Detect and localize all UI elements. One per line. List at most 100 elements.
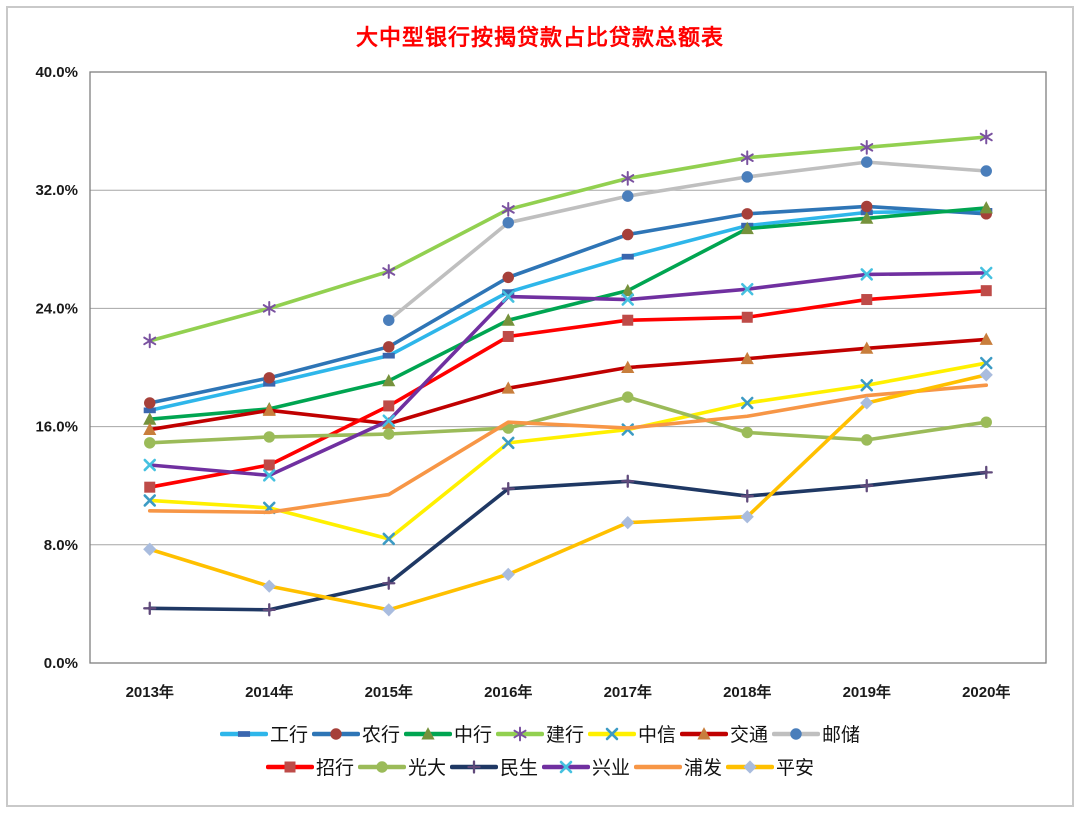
diamond-marker: [979, 368, 993, 382]
series-line: [147, 204, 989, 405]
square-marker: [741, 311, 753, 323]
legend-swatch: [311, 727, 360, 740]
y-axis-tick-label: 40.0%: [35, 64, 78, 81]
circle-marker: [980, 416, 992, 428]
triangle-marker: [501, 381, 515, 394]
dash-marker: [621, 253, 634, 260]
y-axis-tick-label: 0.0%: [44, 655, 78, 672]
circle-marker: [741, 171, 753, 183]
series-line: [147, 288, 989, 489]
asterisk-marker: [979, 129, 993, 145]
triangle-marker: [621, 283, 635, 297]
series-line: [147, 395, 989, 445]
diamond-marker: [262, 579, 276, 593]
circle-marker: [861, 156, 873, 168]
plus-marker: [467, 759, 481, 774]
diamond-marker: [501, 567, 515, 581]
asterisk-marker: [860, 139, 874, 155]
legend-swatch: [357, 760, 406, 773]
plus-marker: [143, 601, 157, 615]
legend-item-8: 光大: [357, 753, 446, 780]
x-marker: [143, 494, 156, 507]
series-line: [147, 373, 989, 612]
triangle-marker: [740, 221, 754, 235]
x-axis-tick-label: 2013年: [126, 683, 174, 701]
circle-marker: [383, 428, 395, 440]
y-axis-tick-label: 24.0%: [35, 300, 78, 317]
triangle-marker: [501, 313, 515, 326]
legend-label: 招行: [315, 758, 354, 779]
x-marker: [621, 293, 634, 306]
square-marker: [622, 314, 634, 326]
triangle-marker: [143, 412, 157, 425]
circle-marker: [622, 391, 634, 403]
x-marker: [502, 436, 515, 450]
x-marker: [980, 266, 993, 280]
square-marker: [861, 294, 873, 306]
legend-swatch: [449, 759, 498, 774]
asterisk-marker: [501, 202, 515, 217]
legend-label: 农行: [361, 725, 400, 746]
circle-marker: [502, 216, 514, 229]
square-marker: [263, 459, 275, 471]
circle-marker: [741, 208, 753, 220]
series-2: [143, 201, 993, 425]
circle-marker: [263, 372, 275, 384]
triangle-marker: [860, 211, 874, 224]
x-axis-tick-label: 2018年: [723, 683, 771, 701]
x-axis-tick-label: 2017年: [604, 683, 652, 701]
plus-marker: [621, 474, 635, 488]
triangle-marker: [382, 373, 396, 387]
circle-marker: [980, 165, 992, 177]
legend-item-3: 建行: [495, 720, 584, 747]
circle-marker: [622, 190, 634, 202]
asterisk-marker: [143, 333, 157, 349]
x-marker: [860, 378, 873, 392]
circle-marker: [383, 314, 395, 326]
chart-title: 大中型银行按揭贷款占比贷款总额表: [355, 25, 724, 50]
legend-swatch: [495, 726, 544, 741]
triangle-marker: [979, 201, 993, 214]
dash-marker: [382, 352, 395, 359]
legend-label: 浦发: [684, 758, 723, 779]
x-marker: [741, 282, 754, 296]
legend-swatch: [772, 727, 821, 740]
series-line: [147, 337, 989, 432]
diamond-marker: [621, 516, 635, 530]
triangle-marker: [860, 341, 874, 354]
outer-frame: [6, 6, 1074, 807]
x-axis-tick-label: 2020年: [962, 683, 1010, 701]
circle-marker: [383, 341, 395, 353]
series-5: [143, 332, 993, 436]
legend-label: 建行: [545, 725, 584, 746]
triangle-marker: [143, 422, 157, 436]
circle-marker: [861, 200, 873, 213]
triangle-marker: [262, 403, 276, 416]
legend-label: 兴业: [592, 758, 631, 779]
circle-marker: [861, 434, 873, 446]
legend-item-11: 浦发: [634, 753, 722, 780]
circle-marker: [263, 431, 275, 443]
triangle-marker: [421, 726, 435, 739]
x-axis-tick-label: 2015年: [365, 683, 413, 701]
legend-item-12: 平安: [726, 753, 814, 780]
x-marker: [382, 532, 395, 546]
square-marker: [144, 481, 156, 493]
y-axis-tick-label: 8.0%: [44, 537, 78, 554]
series-6: [383, 156, 992, 326]
circle-marker: [144, 437, 156, 449]
legend-swatch: [634, 764, 683, 769]
x-marker: [860, 268, 873, 281]
x-axis-tick-label: 2014年: [245, 683, 293, 701]
legend-label: 民生: [499, 758, 538, 779]
triangle-marker: [697, 726, 711, 739]
chart-legend: 工行 农行 中行 建行 中信 交通 邮储 招行 光大 民生 兴业 浦发 平安: [0, 720, 1080, 780]
dash-marker: [502, 289, 515, 296]
series-9: [143, 465, 993, 617]
series-line: [386, 160, 989, 323]
legend-label: 光大: [407, 758, 446, 779]
series-line: [147, 383, 989, 515]
series-3: [143, 129, 993, 349]
x-marker: [382, 414, 395, 427]
x-marker: [741, 396, 754, 410]
